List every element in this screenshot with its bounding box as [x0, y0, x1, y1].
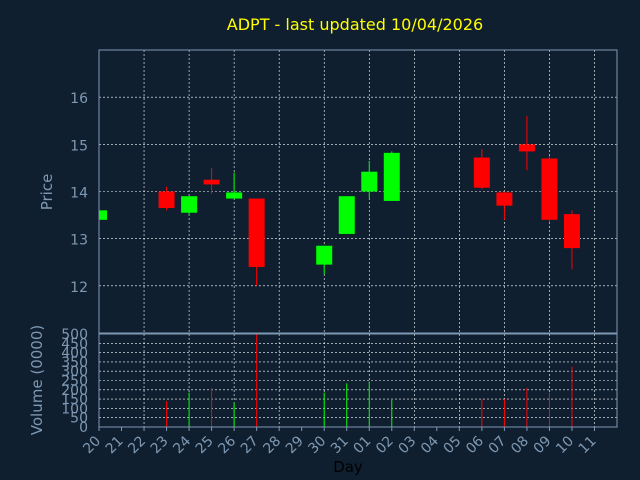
x-axis-label: Day [333, 458, 363, 476]
candle-body [383, 152, 400, 201]
volume-tick-label: 400 [61, 346, 88, 362]
candle-body [361, 171, 378, 192]
x-tick-label: 07 [486, 433, 510, 457]
volume-tick-label: 450 [61, 336, 88, 352]
candle-body [338, 196, 355, 234]
price-tick-label: 14 [70, 186, 88, 202]
x-tick-label: 09 [531, 433, 555, 457]
x-tick-label: 31 [328, 433, 352, 457]
volume-tick-label: 250 [61, 374, 88, 390]
price-tick-label: 15 [70, 138, 88, 154]
x-tick-label: 23 [148, 433, 172, 457]
volume-axis-label: Volume (0000) [28, 325, 46, 435]
volume-grid [99, 333, 617, 428]
x-tick-label: 28 [260, 433, 284, 457]
volume-tick-label: 50 [70, 411, 88, 427]
volume-tick-label: 100 [61, 401, 88, 417]
candle-body [203, 179, 220, 185]
volume-tick-label: 350 [61, 355, 88, 371]
candle-body [541, 158, 558, 220]
x-tick-label: 02 [373, 433, 397, 457]
price-tick-label: 12 [70, 280, 88, 296]
candle-body [181, 196, 198, 213]
x-tick-label: 26 [215, 433, 239, 457]
candle-body [316, 245, 333, 265]
price-tick-label: 13 [70, 233, 88, 249]
candle-body [158, 191, 175, 209]
price-candles [98, 116, 580, 286]
volume-tick-label: 300 [61, 364, 88, 380]
candle-body [226, 192, 243, 199]
price-y-ticks: 12 13 14 15 16 [70, 91, 88, 296]
x-tick-label: 24 [170, 433, 194, 457]
chart-title: ADPT - last updated 10/04/2026 [227, 15, 483, 34]
x-tick-label: 25 [193, 433, 217, 457]
x-tick-label: 27 [238, 433, 262, 457]
x-tick-label: 21 [103, 433, 127, 457]
x-tick-label: 11 [576, 433, 600, 457]
volume-tick-label: 200 [61, 383, 88, 399]
volume-tick-label: 150 [61, 392, 88, 408]
x-tick-label: 05 [441, 433, 465, 457]
candle-body [99, 210, 107, 220]
candle-body [248, 198, 265, 267]
x-tick-label: 01 [350, 433, 374, 457]
x-tick-label: 06 [463, 433, 487, 457]
x-tick-label: 08 [508, 433, 532, 457]
x-tick-label: 30 [305, 433, 329, 457]
x-tick-label: 10 [553, 433, 577, 457]
x-tick-label: 29 [283, 433, 307, 457]
x-tick-label: 04 [418, 433, 442, 457]
x-tick-label: 03 [396, 433, 420, 457]
volume-tick-label: 500 [61, 327, 88, 343]
candle-body [496, 192, 513, 206]
candle-body [473, 157, 490, 188]
candle-body [563, 214, 580, 249]
volume-panel-frame [98, 333, 618, 428]
price-axis-label: Price [38, 174, 56, 211]
x-tick-label: 22 [125, 433, 149, 457]
price-tick-label: 16 [70, 91, 88, 107]
price-panel-frame [98, 49, 618, 334]
x-ticks: 2021222324252627282930310102030405060708… [80, 427, 600, 457]
x-tick-label: 20 [80, 433, 104, 457]
price-grid [99, 50, 617, 333]
candle-body [518, 144, 535, 152]
volume-bars [166, 334, 573, 427]
volume-tick-label: 0 [79, 420, 88, 436]
